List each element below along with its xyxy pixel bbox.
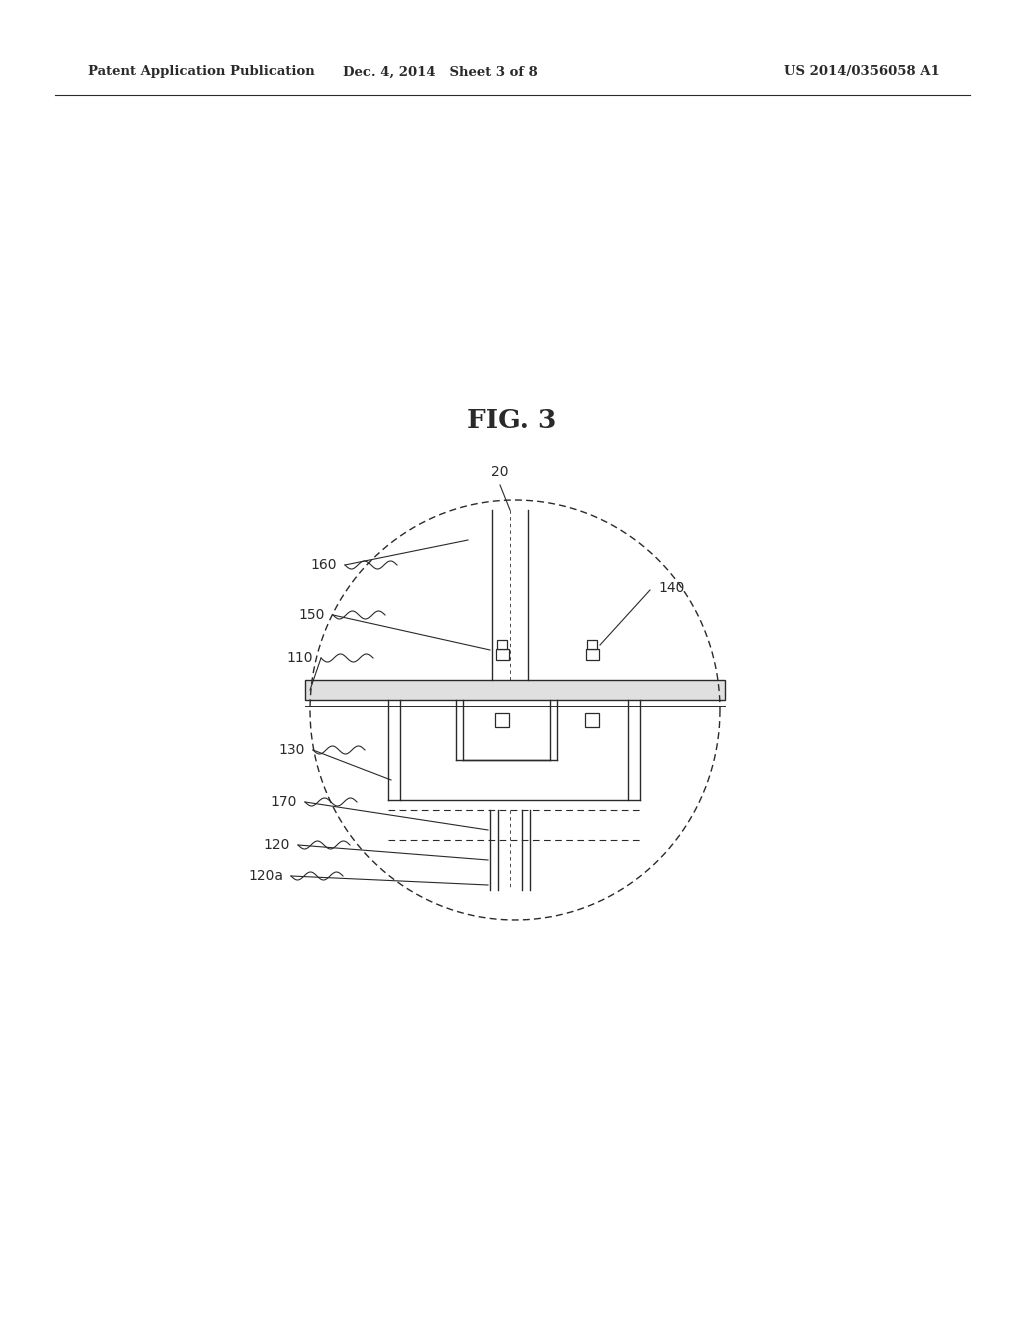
Bar: [495, 713, 509, 727]
Text: US 2014/0356058 A1: US 2014/0356058 A1: [784, 66, 940, 78]
Text: FIG. 3: FIG. 3: [467, 408, 557, 433]
Bar: [496, 649, 509, 660]
Text: 140: 140: [658, 581, 684, 595]
Text: 120a: 120a: [248, 869, 283, 883]
Text: 170: 170: [270, 795, 297, 809]
Text: 130: 130: [279, 743, 305, 756]
Bar: [586, 649, 598, 660]
Text: 160: 160: [310, 558, 337, 572]
Text: 120: 120: [263, 838, 290, 851]
Text: 150: 150: [299, 609, 325, 622]
Bar: [305, 680, 725, 700]
Bar: [497, 640, 507, 649]
Text: 20: 20: [492, 465, 509, 479]
Bar: [587, 640, 597, 649]
Text: Dec. 4, 2014   Sheet 3 of 8: Dec. 4, 2014 Sheet 3 of 8: [343, 66, 538, 78]
Bar: [585, 713, 599, 727]
Text: 110: 110: [287, 651, 313, 665]
Text: Patent Application Publication: Patent Application Publication: [88, 66, 314, 78]
